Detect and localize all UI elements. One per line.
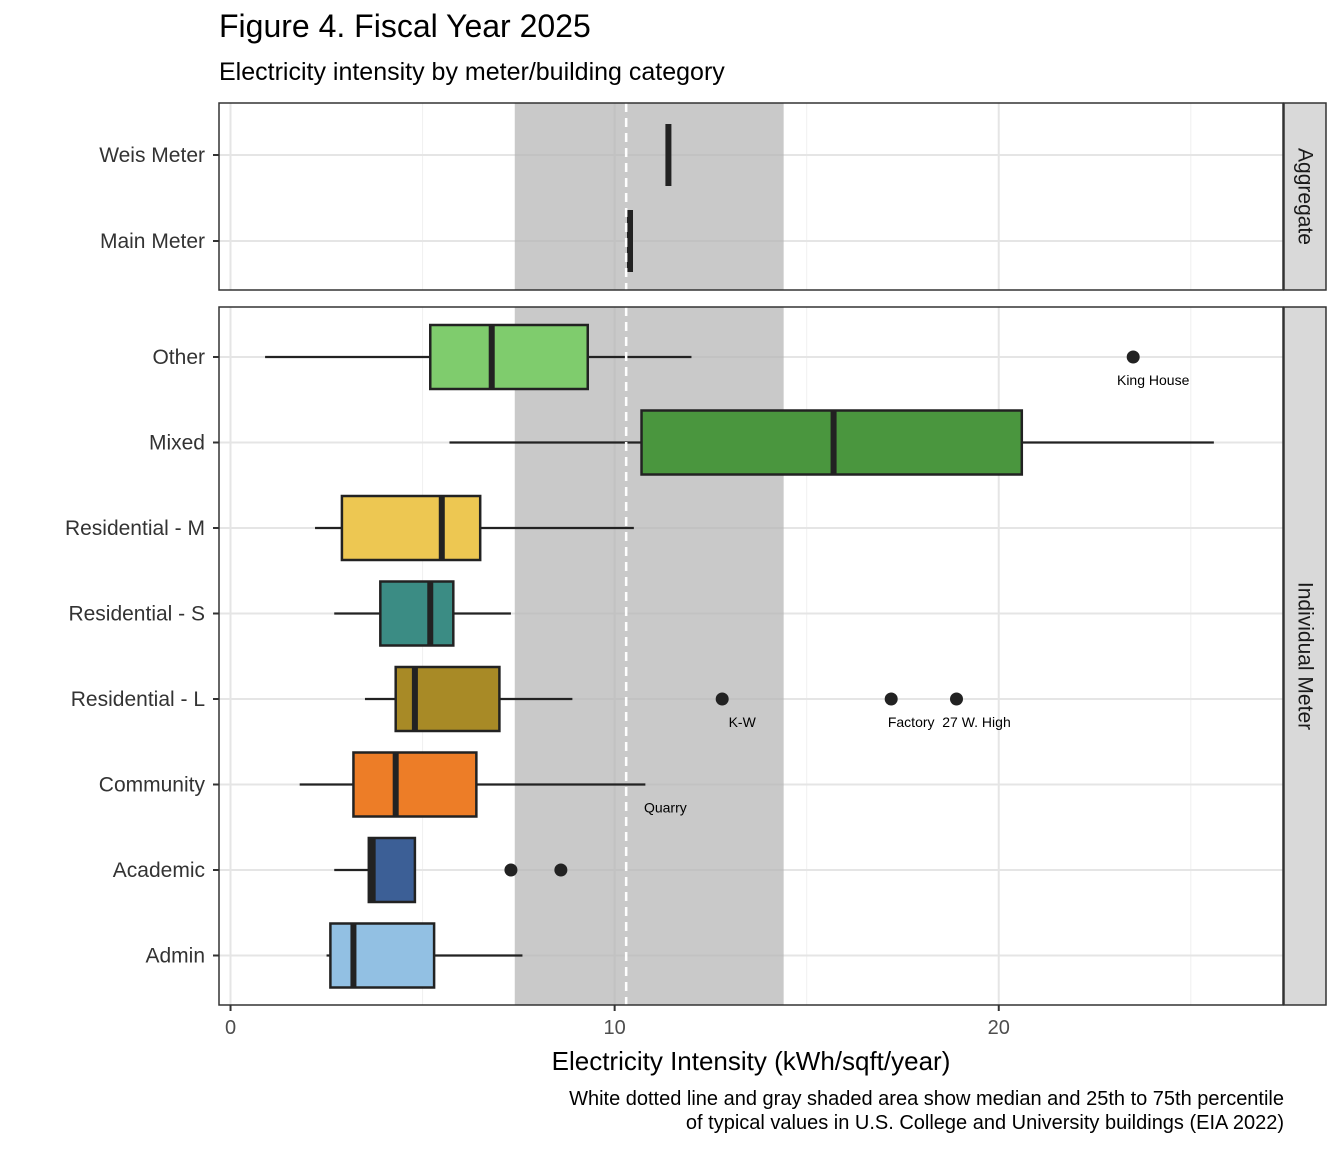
outlier-label: K-W (729, 714, 757, 730)
y-tick-label: Admin (145, 945, 205, 968)
box-iqr (429, 323, 590, 391)
outlier-point (1126, 350, 1140, 364)
caption-line-2: of typical values in U.S. College and Un… (685, 1112, 1284, 1134)
chart-title: Figure 4. Fiscal Year 2025 (219, 8, 591, 44)
outlier-point (950, 692, 964, 706)
x-tick-label: 20 (988, 1017, 1010, 1039)
y-tick-label: Other (152, 346, 205, 369)
x-tick-label: 10 (604, 1017, 626, 1039)
facet-strip (1283, 102, 1327, 291)
box-iqr (394, 665, 501, 733)
facet-strip (1283, 306, 1327, 1006)
y-tick-label: Weis Meter (99, 144, 205, 167)
box-iqr (352, 751, 478, 818)
reference-iqr-band (514, 103, 784, 290)
outlier-point (884, 692, 898, 706)
outlier-label: 27 W. High (942, 714, 1010, 730)
caption-line-1: White dotted line and gray shaded area s… (569, 1088, 1284, 1110)
panel-border (218, 102, 1284, 291)
outlier-point (554, 863, 568, 877)
facet-strip-label: Individual Meter (1294, 582, 1317, 730)
panel-border (218, 306, 1284, 1006)
outlier-label: Factory (888, 714, 935, 730)
facet-strip-label: Aggregate (1294, 148, 1317, 245)
outlier-label: King House (1117, 372, 1190, 388)
y-tick-label: Residential - L (71, 688, 205, 711)
y-tick-label: Main Meter (100, 230, 205, 253)
chart-subtitle: Electricity intensity by meter/building … (219, 58, 725, 86)
y-tick-label: Academic (113, 859, 205, 882)
box-iqr (329, 922, 436, 989)
outlier-point (715, 692, 729, 706)
y-tick-label: Residential - M (65, 517, 205, 540)
box-iqr (340, 494, 482, 562)
x-axis-label: Electricity Intensity (kWh/sqft/year) (552, 1046, 951, 1076)
box-iqr (367, 836, 417, 904)
y-tick-label: Community (99, 774, 206, 797)
chart-caption: White dotted line and gray shaded area s… (569, 1087, 1284, 1135)
box-iqr (379, 580, 455, 647)
y-tick-label: Mixed (149, 432, 205, 455)
y-tick-label: Residential - S (68, 603, 205, 626)
x-tick-label: 0 (225, 1017, 236, 1039)
outlier-point (504, 863, 518, 877)
box-annotation: Quarry (644, 800, 687, 816)
